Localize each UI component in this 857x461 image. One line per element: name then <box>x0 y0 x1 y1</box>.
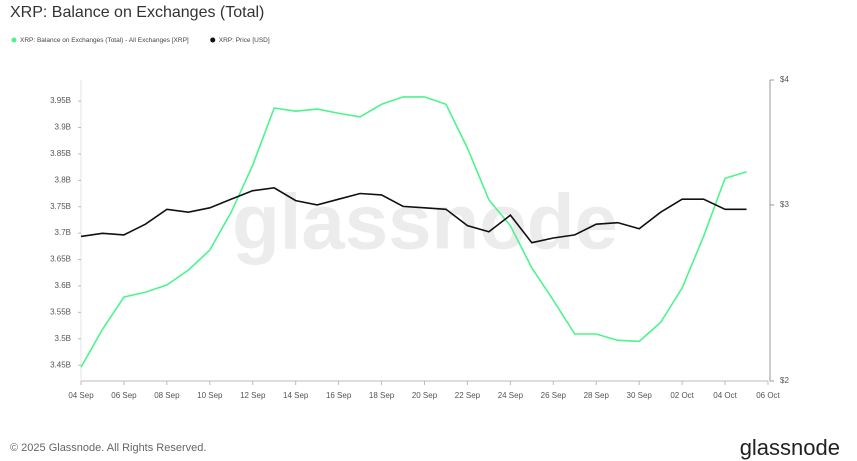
y-tick-label: 3.75B <box>50 202 71 211</box>
series-line <box>80 96 747 368</box>
x-tick-label: 26 Sep <box>541 391 567 400</box>
x-tick-label: 18 Sep <box>369 391 395 400</box>
x-tick-label: 02 Oct <box>670 391 694 400</box>
y-tick-label: 3.9B <box>55 123 71 132</box>
x-tick-label: 06 Sep <box>111 391 137 400</box>
legend-label: XRP: Price [USD] <box>219 37 270 44</box>
x-tick-label: 28 Sep <box>584 391 610 400</box>
y2-tick-label: $4 <box>780 75 789 84</box>
x-tick-label: 10 Sep <box>197 391 223 400</box>
x-tick-label: 06 Oct <box>756 391 780 400</box>
y-tick-label: 3.5B <box>55 334 71 343</box>
x-tick-label: 16 Sep <box>326 391 352 400</box>
y2-tick-label: $2 <box>780 376 789 385</box>
y-tick-label: 3.8B <box>55 175 71 184</box>
x-tick-label: 04 Oct <box>713 391 737 400</box>
x-tick-label: 04 Sep <box>68 391 94 400</box>
footer: © 2025 Glassnode. All Rights Reserved. <box>10 442 206 454</box>
y-tick-label: 3.95B <box>50 96 71 105</box>
x-tick-label: 24 Sep <box>498 391 524 400</box>
y2-tick-label: $3 <box>780 200 789 209</box>
y-tick-label: 3.7B <box>55 228 71 237</box>
legend-marker <box>11 37 17 43</box>
legend-marker <box>210 37 216 43</box>
series-line <box>80 187 747 244</box>
y-tick-label: 3.55B <box>50 307 71 316</box>
y-tick-label: 3.85B <box>50 149 71 158</box>
legend-label: XRP: Balance on Exchanges (Total) - All … <box>20 37 189 44</box>
x-tick-label: 30 Sep <box>627 391 653 400</box>
y-tick-label: 3.65B <box>50 255 71 264</box>
chart-title: XRP: Balance on Exchanges (Total) <box>10 4 264 21</box>
y-tick-label: 3.45B <box>50 360 71 369</box>
x-tick-label: 22 Sep <box>455 391 481 400</box>
watermark: glassnode <box>232 178 618 266</box>
x-tick-label: 08 Sep <box>154 391 180 400</box>
logo: glassnode <box>740 435 840 460</box>
y-tick-label: 3.6B <box>55 281 71 290</box>
x-tick-label: 20 Sep <box>412 391 438 400</box>
x-tick-label: 14 Sep <box>283 391 309 400</box>
x-tick-label: 12 Sep <box>240 391 266 400</box>
